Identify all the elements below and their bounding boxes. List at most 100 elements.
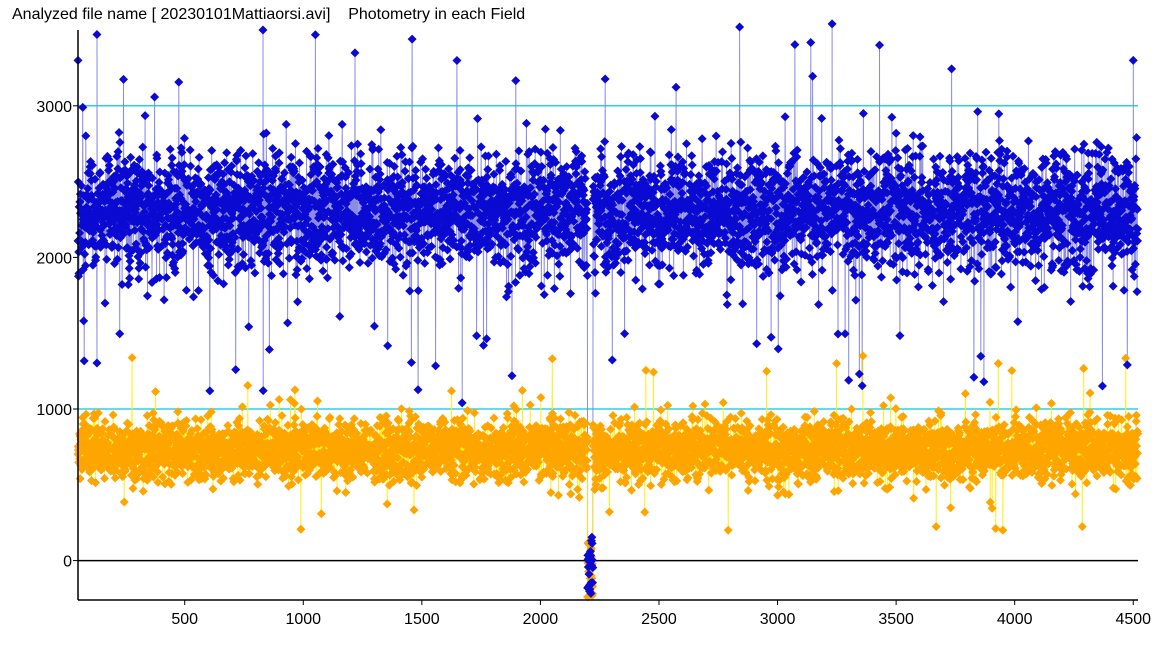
data-point [79, 316, 89, 326]
data-point [553, 490, 563, 500]
data-point [985, 397, 995, 407]
data-point [1122, 422, 1132, 432]
data-point [148, 408, 158, 418]
data-point [281, 471, 291, 481]
data-point [166, 479, 176, 489]
data-point [277, 411, 287, 421]
data-point [649, 367, 659, 377]
data-point [1079, 363, 1089, 373]
data-point [463, 406, 473, 416]
data-point [91, 478, 101, 488]
data-point [630, 402, 640, 412]
data-point [287, 479, 297, 489]
data-point [743, 486, 753, 496]
data-point [296, 404, 306, 414]
data-point [1031, 403, 1041, 413]
data-point [167, 153, 177, 163]
data-point [290, 398, 300, 408]
data-point [270, 417, 280, 427]
data-point [235, 475, 245, 485]
data-point [859, 478, 869, 488]
data-point [330, 471, 340, 481]
data-point [93, 408, 103, 418]
data-point [108, 410, 118, 420]
data-point [153, 467, 163, 477]
data-point [960, 389, 970, 399]
data-point [718, 398, 728, 408]
data-point [446, 386, 456, 396]
data-point [119, 497, 129, 507]
data-point [75, 474, 85, 484]
data-point [229, 477, 239, 487]
data-point [1085, 388, 1095, 398]
chart-title: Analyzed file name [ 20230101Mattiaorsi.… [12, 6, 526, 23]
data-point [1046, 398, 1056, 408]
data-point [148, 472, 158, 482]
data-point [196, 415, 206, 425]
data-point [100, 298, 110, 308]
data-point [100, 416, 110, 426]
data-point [181, 415, 191, 425]
data-point [253, 479, 263, 489]
data-point [192, 424, 202, 434]
data-point [123, 280, 133, 290]
data-point [341, 487, 351, 497]
data-point [656, 405, 666, 415]
data-point [127, 353, 137, 363]
data-point [312, 411, 322, 421]
data-point [165, 459, 175, 469]
data-point [218, 473, 228, 483]
data-point [902, 476, 912, 486]
data-point [316, 509, 326, 519]
data-point [332, 486, 342, 496]
data-point [174, 77, 184, 87]
data-point [886, 393, 896, 403]
data-point [128, 483, 138, 493]
data-point [263, 415, 273, 425]
data-point [723, 525, 733, 535]
data-point [283, 420, 293, 430]
data-point [946, 503, 956, 513]
data-point [736, 408, 746, 418]
data-point [110, 473, 120, 483]
data-point [847, 404, 857, 414]
data-point [832, 358, 842, 368]
data-point [179, 133, 189, 143]
data-point [153, 477, 163, 487]
data-point [325, 412, 335, 422]
data-point [119, 74, 129, 84]
data-point [140, 111, 150, 121]
data-point [79, 356, 89, 366]
data-point [536, 392, 546, 402]
data-point [158, 472, 168, 482]
data-point [181, 285, 191, 295]
data-point [547, 354, 557, 364]
data-point [921, 484, 931, 494]
data-point [325, 463, 335, 473]
data-point [120, 466, 130, 476]
data-point [243, 380, 253, 390]
data-point [265, 400, 275, 410]
data-point [223, 421, 233, 431]
data-point [313, 396, 323, 406]
data-point [134, 274, 144, 284]
data-point [234, 421, 244, 431]
data-point [92, 30, 102, 40]
data-point [489, 413, 499, 423]
data-point [793, 479, 803, 489]
data-point [993, 358, 1003, 368]
data-point [193, 164, 203, 174]
data-point [181, 421, 191, 431]
data-point [92, 358, 102, 368]
series-orange-points [73, 351, 1143, 602]
data-point [274, 395, 284, 405]
data-point [290, 413, 300, 423]
data-point [640, 507, 650, 517]
data-point [188, 292, 198, 302]
data-point [194, 152, 204, 162]
data-point [700, 399, 710, 409]
data-point [574, 492, 584, 502]
data-point [261, 472, 271, 482]
data-point [939, 480, 949, 490]
data-point [207, 424, 217, 434]
